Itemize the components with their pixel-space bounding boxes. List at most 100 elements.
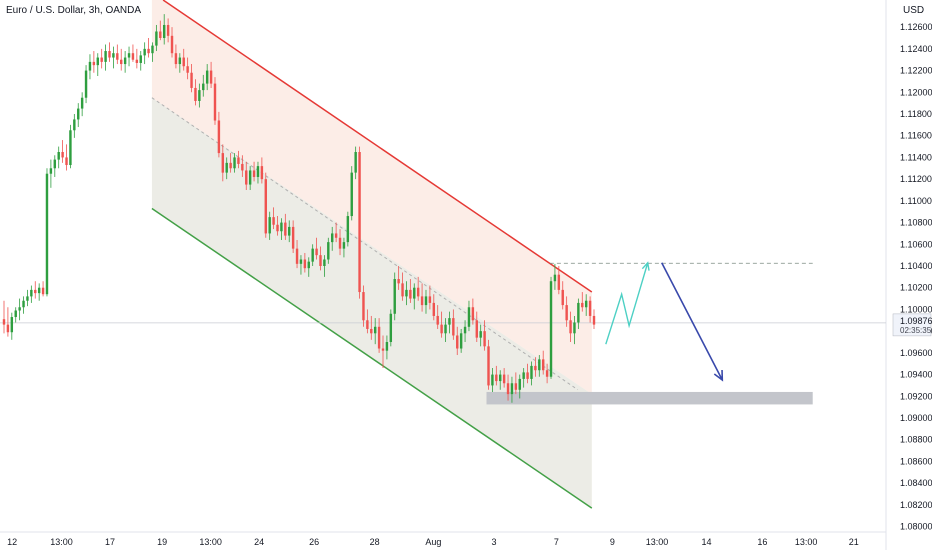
projection-down-path: [661, 262, 724, 381]
candle: [194, 79, 197, 106]
price-axis[interactable]: 1.12600 1.12400 1.12200 1.12000 1.11800 1.116…: [900, 22, 932, 531]
candle: [366, 309, 369, 334]
projection-up-arrowhead: [641, 261, 650, 271]
candle: [53, 155, 57, 177]
candle-body: [143, 48, 146, 56]
candle-body: [510, 383, 514, 395]
time-tick-label: 9: [610, 537, 615, 547]
candles-layer: [2, 14, 596, 403]
candle: [475, 311, 478, 342]
candle: [100, 48, 103, 69]
candle: [288, 220, 291, 243]
candle: [428, 285, 432, 310]
candle-body: [198, 90, 201, 101]
candle: [209, 61, 213, 88]
candle: [491, 368, 494, 392]
candle-body: [264, 179, 267, 234]
candle-body: [409, 289, 412, 299]
candle: [143, 42, 146, 65]
candle-body: [284, 222, 287, 236]
candle: [295, 239, 299, 269]
candle: [467, 300, 471, 332]
candle-body: [389, 313, 393, 342]
candle-body: [377, 326, 381, 349]
candle-body: [471, 307, 475, 321]
candle-body: [459, 333, 463, 349]
candle: [41, 281, 45, 297]
candle-body: [104, 51, 107, 62]
time-tick-label: 26: [309, 537, 319, 547]
candle-body: [225, 162, 228, 173]
candle: [456, 326, 459, 356]
candle: [84, 65, 88, 104]
price-tick-label: 1.11800: [900, 109, 932, 119]
time-tick-label: 28: [370, 537, 380, 547]
candle: [299, 255, 303, 275]
candle-body: [549, 281, 553, 377]
candle: [436, 305, 439, 329]
candle-body: [108, 51, 111, 58]
time-tick-label: 24: [254, 537, 264, 547]
candle-body: [444, 324, 447, 334]
candle-body: [581, 302, 584, 308]
candle: [373, 318, 377, 345]
candle: [584, 294, 588, 316]
candle-body: [88, 61, 92, 71]
candle-body: [45, 173, 49, 295]
candle-body: [100, 57, 103, 62]
candle: [405, 281, 408, 306]
candle-body: [303, 259, 307, 269]
candle-body: [307, 261, 310, 269]
candle-body: [252, 170, 256, 177]
candle-body: [49, 168, 53, 174]
price-tick-label: 1.09000: [900, 413, 932, 423]
candle: [557, 266, 561, 295]
candle: [252, 161, 256, 182]
price-tick-label: 1.09600: [900, 348, 932, 358]
candle-body: [174, 53, 178, 65]
candle: [358, 146, 361, 299]
candle: [205, 64, 209, 91]
candle: [502, 368, 506, 388]
candle-body: [502, 374, 506, 384]
candle: [545, 363, 549, 384]
price-tick-label: 1.10800: [900, 218, 932, 228]
candle-body: [393, 279, 396, 314]
candle: [323, 255, 326, 277]
candle-body: [151, 45, 154, 54]
candle-body: [338, 237, 342, 249]
candle: [10, 312, 14, 340]
candle: [303, 252, 307, 273]
candle: [88, 54, 92, 80]
candle: [588, 296, 592, 323]
candle-body: [123, 57, 127, 65]
candle-body: [416, 287, 420, 297]
candle-body: [436, 315, 439, 325]
price-tick-label: 1.12400: [900, 44, 932, 54]
time-tick-label: Aug: [425, 537, 441, 547]
candle: [397, 266, 400, 290]
price-tick-label: 1.08000: [900, 522, 932, 532]
candle: [96, 53, 99, 76]
candle-body: [561, 289, 564, 306]
candle-body: [452, 318, 455, 336]
candle-body: [413, 287, 416, 299]
candle: [178, 53, 182, 73]
candle-body: [37, 287, 41, 294]
candle: [174, 44, 178, 69]
candle-body: [221, 153, 225, 173]
candle-body: [354, 152, 357, 173]
candle-body: [57, 152, 60, 160]
candle-body: [366, 320, 369, 329]
candle: [151, 42, 154, 62]
last-price-marker: 1.09876 02:35:35: [892, 313, 932, 337]
time-axis[interactable]: 12 13:00 17 19 13:00 24 26 28 Aug 3 7 9 13:00 14 16 13:…: [7, 537, 859, 547]
candle: [26, 289, 29, 307]
candle-body: [584, 300, 588, 308]
candle: [389, 309, 393, 347]
candle: [409, 279, 412, 303]
price-tick-label: 1.11200: [900, 174, 932, 184]
candle: [37, 283, 41, 301]
candle: [92, 51, 96, 73]
